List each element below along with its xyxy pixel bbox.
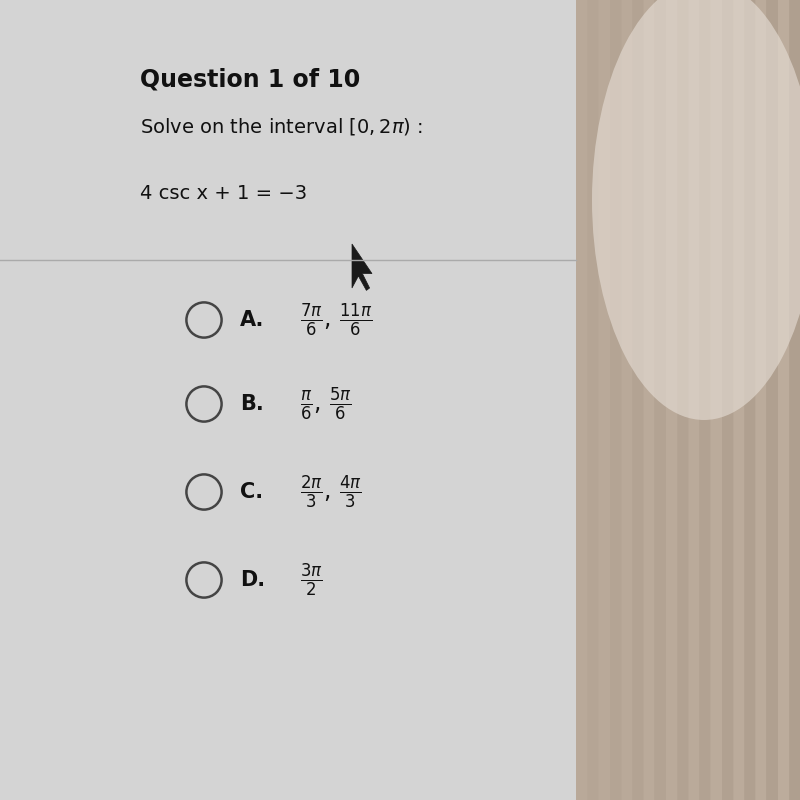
Bar	[699, 0, 711, 800]
Bar	[766, 0, 778, 800]
Bar	[666, 0, 678, 800]
Bar	[722, 0, 734, 800]
Text: A.: A.	[240, 310, 264, 330]
Bar	[632, 0, 644, 800]
Bar	[755, 0, 767, 800]
Text: D.: D.	[240, 570, 265, 590]
Bar	[598, 0, 610, 800]
Bar	[643, 0, 655, 800]
Bar	[621, 0, 633, 800]
Bar	[0, 0, 576, 800]
Bar	[587, 0, 599, 800]
Bar	[576, 0, 588, 800]
Ellipse shape	[592, 0, 800, 420]
Bar	[610, 0, 622, 800]
Bar	[744, 0, 756, 800]
Text: B.: B.	[240, 394, 264, 414]
Text: $\frac{3\pi}{2}$: $\frac{3\pi}{2}$	[300, 562, 322, 598]
Bar	[654, 0, 666, 800]
Text: 4 csc x + 1 = −3: 4 csc x + 1 = −3	[140, 184, 307, 203]
Bar	[789, 0, 800, 800]
Bar	[710, 0, 722, 800]
Text: $\frac{7\pi}{6},\,\frac{11\pi}{6}$: $\frac{7\pi}{6},\,\frac{11\pi}{6}$	[300, 302, 373, 338]
Bar	[778, 0, 790, 800]
Text: C.: C.	[240, 482, 263, 502]
Text: Solve on the interval $[0,2\pi)$ :: Solve on the interval $[0,2\pi)$ :	[140, 116, 423, 137]
Text: $\frac{\pi}{6},\,\frac{5\pi}{6}$: $\frac{\pi}{6},\,\frac{5\pi}{6}$	[300, 386, 352, 422]
Bar	[576, 0, 800, 800]
Bar	[688, 0, 700, 800]
Polygon shape	[352, 244, 372, 290]
Text: $\frac{2\pi}{3},\,\frac{4\pi}{3}$: $\frac{2\pi}{3},\,\frac{4\pi}{3}$	[300, 474, 362, 510]
Bar	[677, 0, 689, 800]
Bar	[733, 0, 745, 800]
Text: Question 1 of 10: Question 1 of 10	[140, 68, 360, 92]
